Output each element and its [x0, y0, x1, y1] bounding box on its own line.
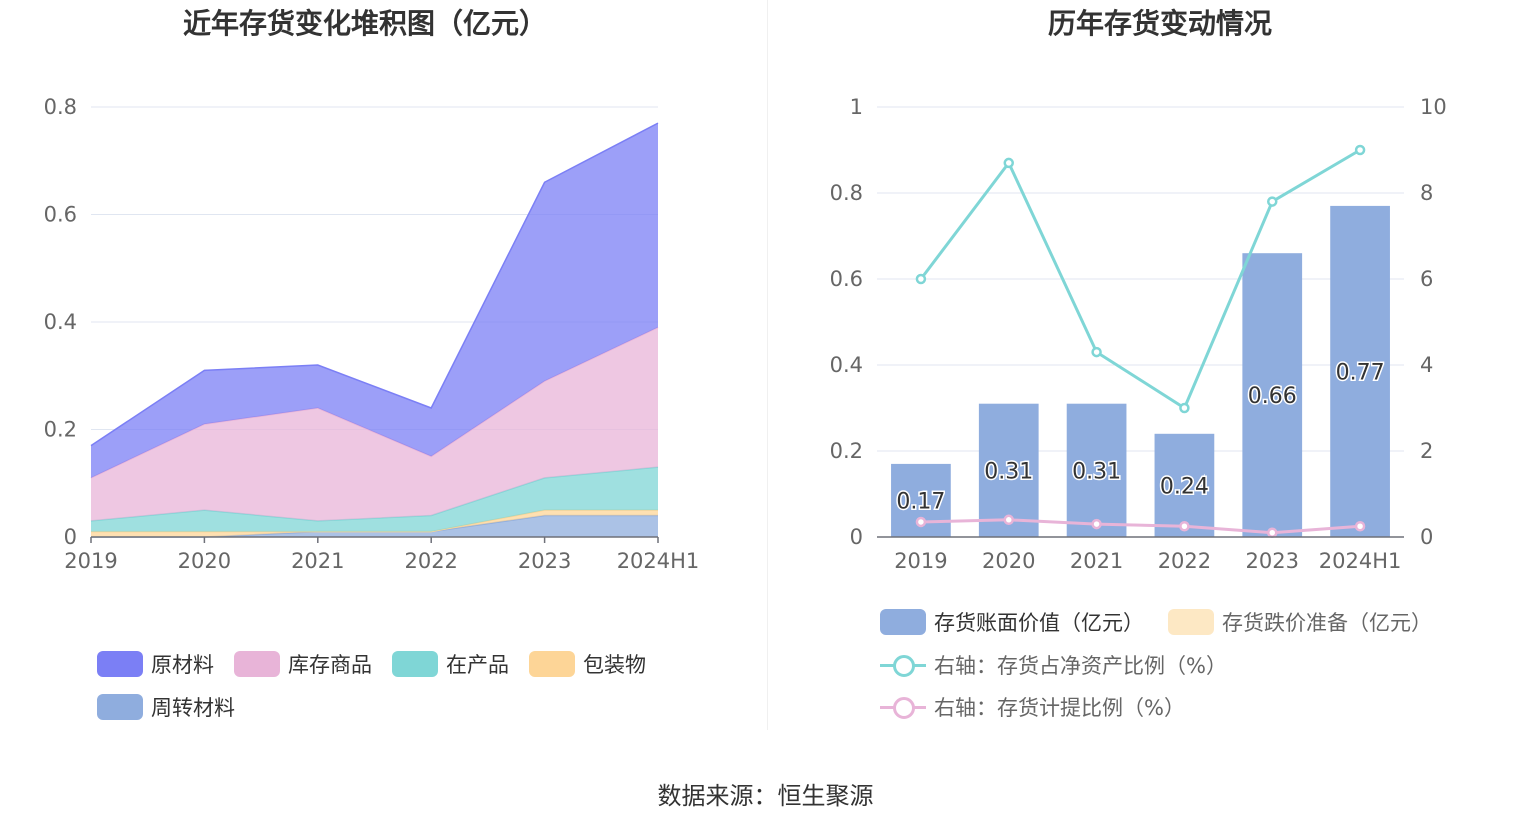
line-series-2: [919, 148, 1361, 411]
line-point-2: [1091, 346, 1102, 358]
left-y-tick-label: 0: [64, 525, 77, 549]
line-point-3: [1354, 521, 1366, 532]
left-chart-title: 近年存货变化堆积图（亿元）: [182, 7, 547, 40]
bar-value-label: 0.24: [1160, 474, 1209, 499]
line-point-2: [1354, 144, 1366, 156]
line-point-3: [1179, 521, 1190, 532]
line-point-2: [1003, 157, 1014, 169]
legend-item-provision-ratio[interactable]: 右轴：存货计提比例（%）: [880, 692, 1185, 722]
area-series-1: [91, 510, 658, 537]
legend-item-net-asset-ratio[interactable]: 右轴：存货占净资产比例（%）: [880, 650, 1227, 680]
line-series-3: [920, 518, 1361, 535]
left-x-tick-label: 2024H1: [617, 549, 700, 573]
right-y-tick-label: 0.8: [830, 181, 863, 205]
right-y2-tick-label: 4: [1420, 353, 1433, 377]
line-point-3: [1091, 518, 1102, 530]
right-y-tick-label: 1: [850, 95, 863, 119]
line-point-3: [915, 516, 927, 528]
line-point-2: [1267, 196, 1278, 207]
legend-item-work-in-progress[interactable]: 在产品: [392, 649, 509, 679]
right-x-tick-label: 2019: [894, 549, 947, 573]
legend-label-impairment: 存货跌价准备（亿元）: [1222, 611, 1432, 635]
left-x-tick-label: 2021: [291, 549, 344, 573]
legend-label-book-value: 存货账面价值（亿元）: [934, 611, 1144, 635]
panel-divider: [767, 0, 768, 730]
bar-value-label: 0.66: [1248, 384, 1297, 409]
right-x-tick-label: 2024H1: [1319, 549, 1402, 573]
area-series-0: [91, 515, 658, 537]
legend-label-finished-goods: 库存商品: [288, 653, 372, 677]
bar-book-value: [1242, 253, 1303, 537]
area-series-4: [91, 123, 658, 478]
left-x-tick-label: 2022: [404, 549, 457, 573]
legend-item-packaging[interactable]: 包装物: [529, 649, 646, 679]
legend-label-raw-materials: 原材料: [151, 653, 214, 677]
legend-swatch-turnover-materials: [97, 694, 143, 720]
legend-label-net-asset-ratio: 右轴：存货占净资产比例（%）: [934, 654, 1227, 678]
right-y-tick-label: 0.4: [830, 353, 863, 377]
right-y2-tick-label: 6: [1420, 267, 1433, 291]
bar-book-value: [1330, 205, 1390, 537]
legend-item-raw-materials[interactable]: 原材料: [97, 649, 214, 679]
right-y-tick-label: 0.6: [830, 267, 863, 291]
legend-swatch-raw-materials: [97, 651, 143, 677]
area-edge-4: [90, 122, 659, 447]
data-source: 数据来源：恒生聚源: [657, 782, 874, 810]
right-x-tick-label: 2020: [982, 549, 1035, 573]
legend-label-work-in-progress: 在产品: [446, 653, 509, 677]
right-x-tick-label: 2022: [1158, 549, 1211, 573]
left-x-tick-label: 2020: [178, 549, 231, 573]
right-y2-tick-label: 10: [1420, 95, 1447, 119]
right-y2-tick-label: 2: [1420, 439, 1433, 463]
legend-swatch-book-value: [880, 609, 926, 635]
legend-swatch-work-in-progress: [392, 651, 438, 677]
legend-label-packaging: 包装物: [583, 653, 646, 677]
legend-item-impairment[interactable]: 存货跌价准备（亿元）: [1168, 607, 1432, 637]
right-chart-title: 历年存货变动情况: [1047, 7, 1272, 40]
legend-swatch-finished-goods: [234, 651, 280, 677]
line-point-2: [915, 273, 927, 285]
line-point-2: [1179, 402, 1190, 414]
right-x-tick-label: 2023: [1246, 549, 1299, 573]
right-x-tick-label: 2021: [1070, 549, 1123, 573]
area-series-2: [91, 467, 658, 532]
bar-value-label: 0.17: [896, 489, 945, 514]
left-x-tick-label: 2019: [64, 549, 117, 573]
legend-item-finished-goods[interactable]: 库存商品: [234, 649, 372, 679]
bar-book-value: [1154, 433, 1215, 537]
line-point-3: [1267, 527, 1278, 538]
left-y-tick-label: 0.6: [44, 203, 77, 227]
legend-item-turnover-materials[interactable]: 周转材料: [97, 692, 235, 722]
bar-value-label: 0.31: [984, 459, 1033, 484]
left-y-tick-label: 0.4: [44, 310, 77, 334]
legend-line-net-asset-ratio: [880, 652, 926, 678]
bar-book-value: [1066, 403, 1127, 537]
left-x-tick-label: 2023: [518, 549, 571, 573]
right-y2-tick-label: 8: [1420, 181, 1433, 205]
bar-value-label: 0.31: [1072, 459, 1121, 484]
area-series-3: [91, 327, 658, 521]
legend-line-provision-ratio: [880, 694, 926, 720]
left-y-tick-label: 0.8: [44, 95, 77, 119]
right-y-tick-label: 0.2: [830, 439, 863, 463]
bar-value-label: 0.77: [1336, 360, 1385, 385]
right-y2-tick-label: 0: [1420, 525, 1433, 549]
right-y-tick-label: 0: [850, 525, 863, 549]
legend-label-provision-ratio: 右轴：存货计提比例（%）: [934, 696, 1185, 720]
line-point-3: [1003, 514, 1014, 526]
legend-item-book-value[interactable]: 存货账面价值（亿元）: [880, 607, 1144, 637]
legend-swatch-packaging: [529, 651, 575, 677]
left-y-tick-label: 0.2: [44, 418, 77, 442]
legend-swatch-impairment: [1168, 609, 1214, 635]
legend-label-turnover-materials: 周转材料: [151, 696, 235, 720]
